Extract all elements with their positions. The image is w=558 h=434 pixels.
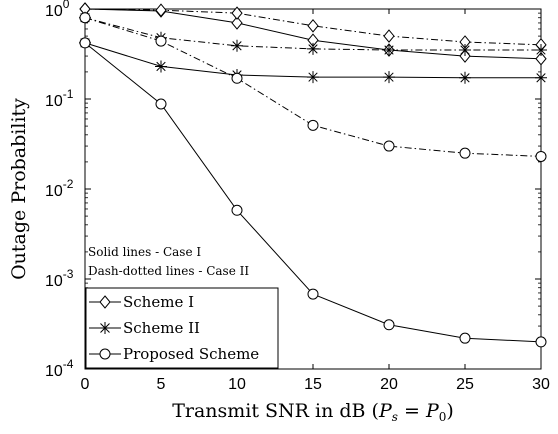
circle-marker xyxy=(79,12,91,24)
x-tick-label: 10 xyxy=(228,376,246,393)
series-layer xyxy=(79,2,547,348)
circle-marker xyxy=(459,147,471,159)
star-marker xyxy=(535,71,547,84)
circle-marker xyxy=(535,336,547,348)
circle-marker xyxy=(155,35,167,47)
star-marker xyxy=(383,44,395,57)
x-tick-label: 0 xyxy=(81,376,90,393)
legend-label-proposed: Proposed Scheme xyxy=(123,345,259,363)
y-axis-ticks: 10-4 10-3 10-2 10-1 100 xyxy=(45,0,541,380)
y-axis-title: Outage Probability xyxy=(8,98,30,280)
star-marker xyxy=(459,71,471,84)
circle-marker xyxy=(383,319,395,331)
legend-label-scheme-2: Scheme II xyxy=(123,319,200,337)
x-tick-label: 5 xyxy=(157,376,166,393)
diamond-marker xyxy=(231,16,243,30)
circle-marker xyxy=(231,72,243,84)
y-tick-label: 10-4 xyxy=(45,357,74,380)
circle-marker xyxy=(459,332,471,344)
star-marker xyxy=(307,42,319,55)
star-marker xyxy=(383,71,395,84)
legend-star-marker-icon xyxy=(99,322,111,334)
y-tick-label: 100 xyxy=(45,0,70,20)
x-tick-label: 20 xyxy=(380,376,398,393)
circle-marker xyxy=(307,288,319,300)
circle-marker xyxy=(231,204,243,216)
legend: Scheme I Scheme II Proposed Scheme xyxy=(85,287,279,369)
star-marker xyxy=(459,44,471,57)
diamond-marker xyxy=(155,3,167,17)
star-marker xyxy=(231,39,243,52)
diamond-marker xyxy=(307,19,319,33)
x-tick-label: 30 xyxy=(532,376,550,393)
legend-circle-marker-icon xyxy=(99,348,111,360)
annotation-dashdot-lines: Dash-dotted lines - Case II xyxy=(88,264,249,278)
x-axis-ticks: 0 5 10 15 20 25 30 xyxy=(81,9,550,393)
y-tick-label: 10-2 xyxy=(45,177,74,200)
circle-marker xyxy=(307,119,319,131)
diamond-marker xyxy=(383,29,395,43)
circle-marker xyxy=(79,37,91,49)
diamond-marker xyxy=(231,6,243,20)
circle-marker xyxy=(535,150,547,162)
x-axis-title: Transmit SNR in dB (Ps = P0) xyxy=(172,400,454,424)
diamond-marker xyxy=(535,51,547,66)
annotation-solid-lines: Solid lines - Case I xyxy=(88,245,201,259)
star-marker xyxy=(155,60,167,73)
y-tick-label: 10-3 xyxy=(45,267,74,290)
circle-marker xyxy=(155,98,167,110)
star-marker xyxy=(535,44,547,57)
legend-diamond-marker-icon xyxy=(99,295,111,309)
star-marker xyxy=(307,71,319,84)
legend-label-scheme-1: Scheme I xyxy=(123,293,194,311)
x-tick-label: 15 xyxy=(304,376,322,393)
circle-marker xyxy=(383,140,395,152)
y-tick-label: 10-1 xyxy=(45,87,74,110)
x-tick-label: 25 xyxy=(456,376,474,393)
